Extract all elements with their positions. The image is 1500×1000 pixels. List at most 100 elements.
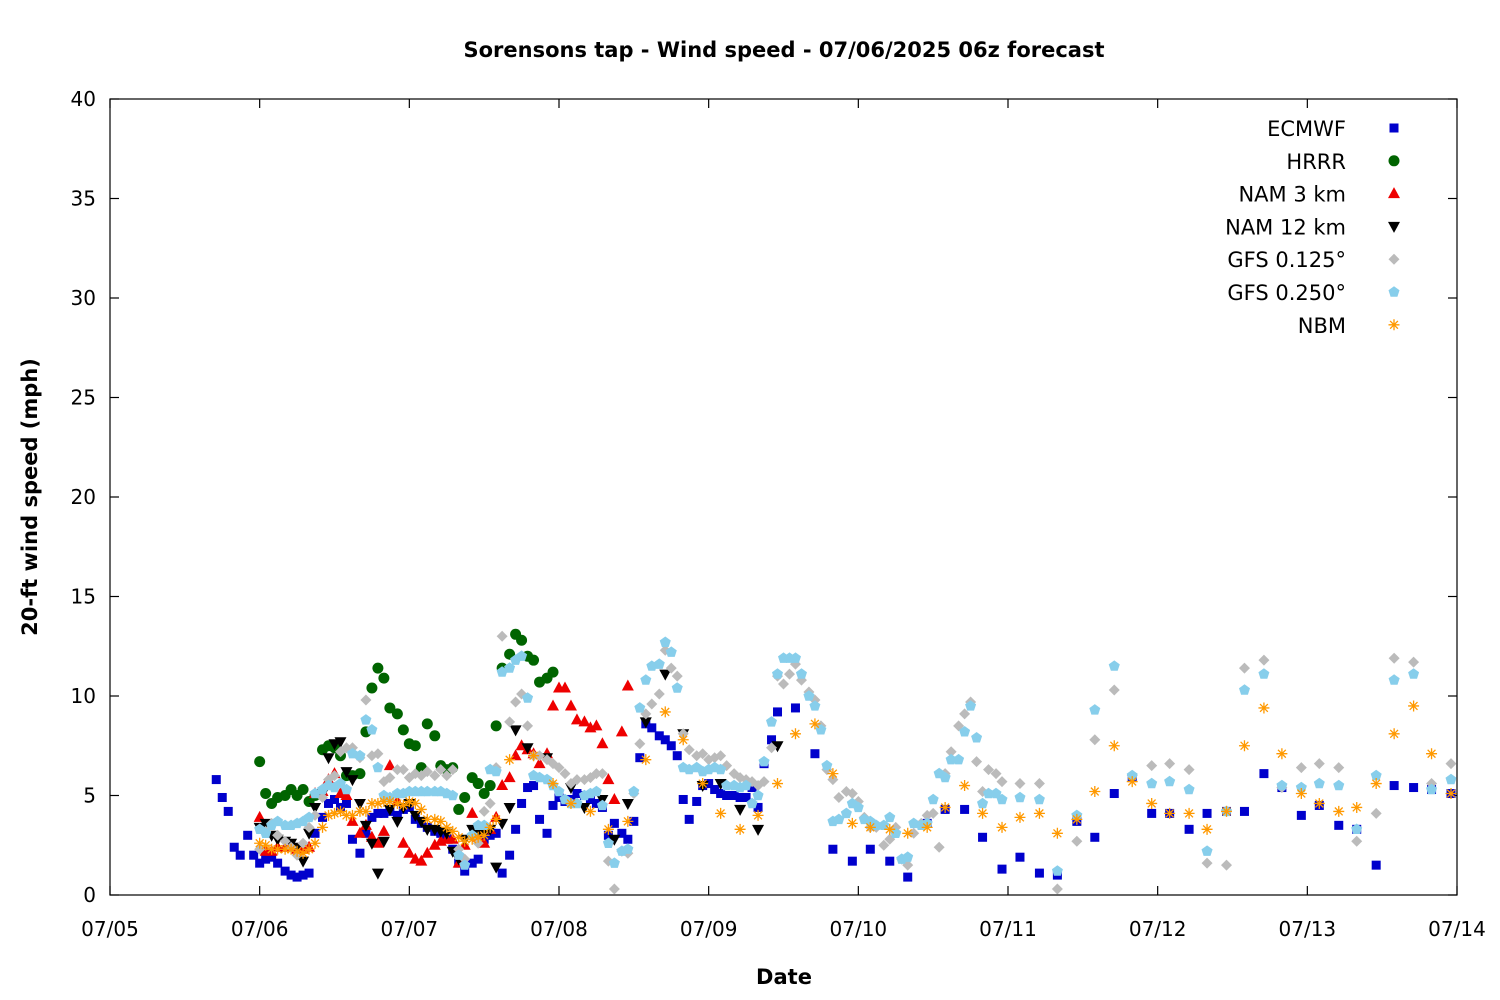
data-point: [752, 824, 765, 836]
data-point: [778, 678, 789, 690]
data-point: [353, 798, 366, 810]
data-point: [441, 770, 453, 782]
data-point: [272, 843, 284, 855]
data-point: [511, 824, 521, 834]
data-point: [1259, 769, 1269, 779]
data-point: [902, 851, 914, 862]
data-point: [921, 821, 933, 833]
data-point: [392, 810, 402, 820]
data-point: [634, 738, 646, 750]
data-point: [280, 866, 290, 876]
data-point: [1108, 660, 1120, 671]
y-tick-label: 25: [71, 386, 96, 410]
data-point: [409, 810, 422, 822]
data-point: [340, 809, 352, 821]
data-point: [1202, 808, 1212, 818]
data-point: [1408, 700, 1420, 712]
data-point: [1164, 775, 1176, 787]
data-point: [608, 834, 621, 846]
data-point: [484, 780, 496, 792]
data-point: [528, 654, 540, 666]
data-point: [578, 802, 591, 814]
data-point: [429, 813, 441, 825]
data-point: [361, 828, 371, 838]
data-point: [354, 805, 366, 817]
data-point: [378, 672, 390, 684]
data-point: [497, 868, 507, 878]
x-tick-label: 07/05: [81, 917, 139, 941]
data-point: [1295, 781, 1307, 793]
data-point: [403, 846, 416, 858]
data-point: [1334, 820, 1344, 830]
data-point: [1109, 789, 1119, 799]
data-point: [803, 690, 815, 701]
data-point: [646, 698, 658, 710]
data-point: [504, 754, 516, 766]
data-point: [397, 724, 409, 736]
data-point: [590, 768, 602, 780]
data-point: [678, 794, 688, 804]
data-point: [304, 868, 314, 878]
data-point: [996, 776, 1008, 788]
data-point: [279, 843, 291, 855]
data-point: [609, 818, 619, 828]
data-point: [322, 753, 335, 765]
data-point: [639, 717, 652, 729]
data-point: [677, 734, 689, 746]
data-point: [1276, 779, 1288, 791]
data-point: [697, 778, 709, 790]
data-point: [421, 846, 434, 858]
data-point: [590, 785, 602, 797]
data-point: [1183, 764, 1195, 776]
data-point: [1313, 797, 1325, 809]
data-point: [347, 834, 357, 844]
data-point: [1351, 823, 1363, 834]
data-point: [1034, 868, 1044, 878]
data-point: [852, 801, 864, 813]
data-point: [596, 799, 608, 811]
data-point: [659, 669, 672, 681]
data-point: [496, 666, 508, 677]
data-point: [653, 658, 665, 669]
data-point: [666, 741, 676, 751]
data-point: [391, 764, 403, 776]
data-point: [660, 735, 670, 745]
data-point: [261, 854, 271, 864]
data-point: [1089, 734, 1101, 746]
data-point: [403, 795, 415, 807]
data-point: [303, 811, 315, 823]
data-point: [983, 764, 995, 776]
data-point: [353, 826, 366, 838]
data-point: [367, 812, 377, 822]
data-point: [729, 791, 739, 800]
data-point: [272, 829, 284, 841]
data-point: [767, 735, 777, 745]
data-point: [965, 700, 977, 711]
data-point: [809, 718, 821, 730]
data-point: [828, 844, 838, 854]
data-point: [318, 812, 328, 822]
data-point: [715, 807, 727, 819]
data-point: [553, 762, 565, 774]
data-point: [1258, 668, 1270, 679]
y-tick-label: 15: [71, 585, 96, 609]
data-point: [1295, 788, 1307, 800]
data-point: [1238, 740, 1250, 752]
data-point: [1239, 806, 1249, 816]
series-hrrr: [254, 628, 559, 815]
data-point: [428, 838, 441, 850]
data-point: [617, 828, 627, 838]
data-point: [665, 662, 677, 674]
x-axis: 07/05 07/06 07/07 07/08 07/09 07/10 07/11 07/12…: [81, 99, 1486, 941]
data-point: [360, 714, 372, 725]
data-point: [523, 783, 533, 793]
data-point: [334, 737, 347, 749]
data-point: [1388, 728, 1400, 740]
data-point: [1184, 824, 1194, 834]
data-point: [309, 802, 322, 814]
data-point: [1051, 827, 1063, 839]
data-point: [317, 821, 329, 833]
data-point: [953, 753, 965, 765]
data-point: [490, 862, 503, 874]
data-point: [945, 746, 957, 758]
